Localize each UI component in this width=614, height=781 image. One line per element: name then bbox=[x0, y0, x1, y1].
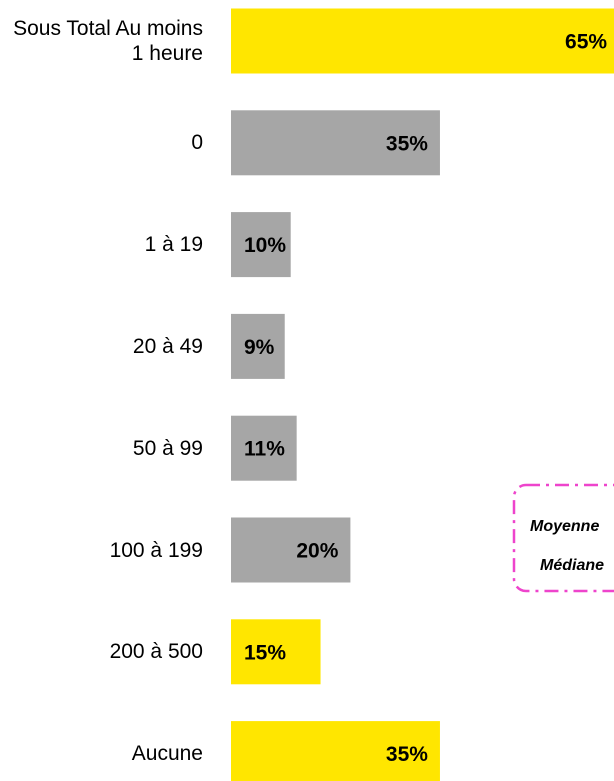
category-label: Sous Total Au moins 1 heure bbox=[13, 17, 203, 65]
bar bbox=[231, 212, 291, 278]
bar bbox=[231, 517, 351, 583]
value-label: 15% bbox=[244, 641, 286, 664]
bar bbox=[231, 8, 614, 74]
annotation-box bbox=[512, 483, 614, 593]
category-label: 20 à 49 bbox=[132, 334, 203, 358]
value-label: 35% bbox=[386, 132, 428, 155]
bar bbox=[231, 313, 285, 379]
category-label: 0 bbox=[191, 131, 203, 155]
category-label: 50 à 99 bbox=[132, 436, 203, 460]
value-label: 10% bbox=[244, 234, 286, 257]
value-label: 65% bbox=[565, 31, 607, 54]
value-label: 9% bbox=[244, 336, 275, 359]
bar bbox=[231, 415, 297, 481]
category-label: 100 à 199 bbox=[109, 538, 203, 562]
bar bbox=[231, 110, 440, 176]
value-label: 20% bbox=[296, 540, 338, 563]
annotation: Moyenne bbox=[530, 518, 599, 535]
bar bbox=[231, 619, 321, 685]
annotation: Médiane bbox=[540, 557, 604, 574]
category-label: 1 à 19 bbox=[144, 233, 203, 257]
bar bbox=[231, 721, 440, 781]
category-label: 200 à 500 bbox=[109, 640, 203, 664]
category-label: Aucune bbox=[131, 742, 203, 766]
value-label: 11% bbox=[244, 438, 285, 461]
value-label: 35% bbox=[386, 743, 428, 766]
